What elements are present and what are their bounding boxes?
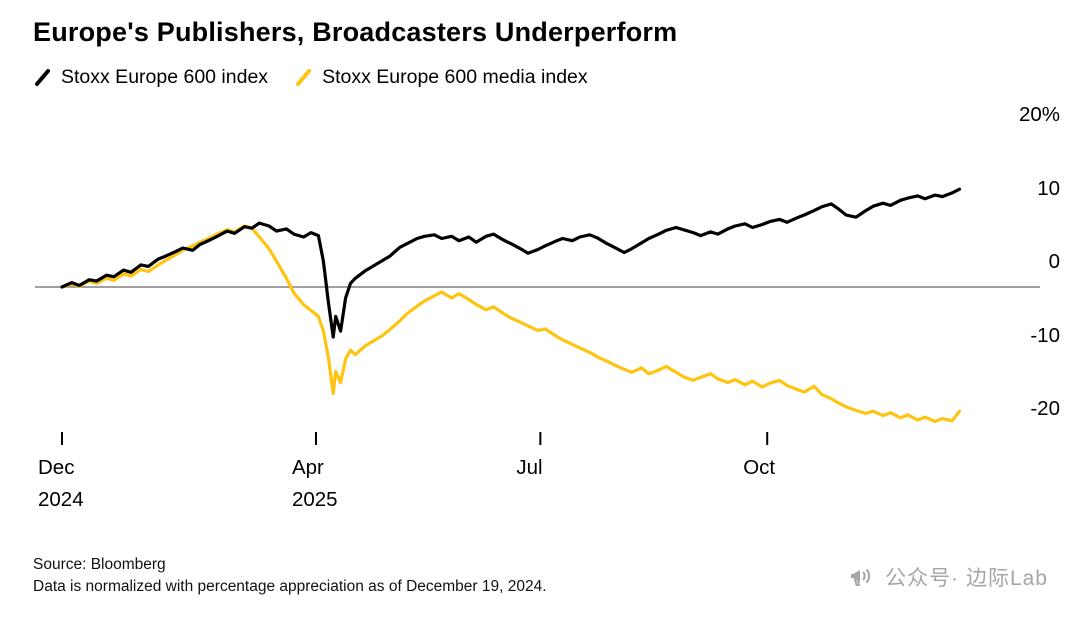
- black-slash-icon: [35, 68, 50, 86]
- y-axis-label: 20%: [1018, 103, 1060, 126]
- x-axis-label: Jul: [516, 456, 543, 479]
- chart-footer: Source: Bloomberg Data is normalized wit…: [33, 554, 547, 599]
- wechat-official-account-icon: [851, 568, 871, 586]
- legend-item-stoxx-600-media: Stoxx Europe 600 media index: [294, 66, 588, 89]
- x-axis-label: Oct: [743, 456, 776, 479]
- y-axis-label: 0: [1048, 250, 1060, 273]
- footnote-text: Data is normalized with percentage appre…: [33, 578, 547, 596]
- series-line-stoxx-europe-600-index: [60, 187, 962, 339]
- legend-item-stoxx-600: Stoxx Europe 600 index: [33, 66, 268, 89]
- legend-label: Stoxx Europe 600 media index: [322, 66, 588, 88]
- x-axis-label: Apr 2025: [291, 456, 338, 511]
- y-axis-label: -10: [1030, 323, 1060, 347]
- y-axis-label: -20: [1030, 397, 1060, 420]
- watermark: 公众号· 边际Lab: [849, 562, 1048, 592]
- yellow-slash-icon: [296, 68, 312, 86]
- y-axis-label: 10: [1037, 176, 1060, 200]
- series-line-stoxx-europe-600-media-index: [60, 224, 962, 424]
- source-text: Source: Bloomberg: [33, 556, 166, 573]
- legend-label: Stoxx Europe 600 index: [61, 66, 269, 88]
- line-chart-plot: [35, 187, 1040, 445]
- chart-title: Europe's Publishers, Broadcasters Underp…: [33, 17, 678, 47]
- x-axis-labels: Dec 2024 Apr 2025 Jul Oct: [0, 452, 1080, 522]
- watermark-text: 公众号· 边际Lab: [885, 567, 1048, 590]
- x-axis-label: Dec 2024: [38, 456, 84, 511]
- chart-legend: Stoxx Europe 600 index Stoxx Europe 600 …: [33, 66, 588, 89]
